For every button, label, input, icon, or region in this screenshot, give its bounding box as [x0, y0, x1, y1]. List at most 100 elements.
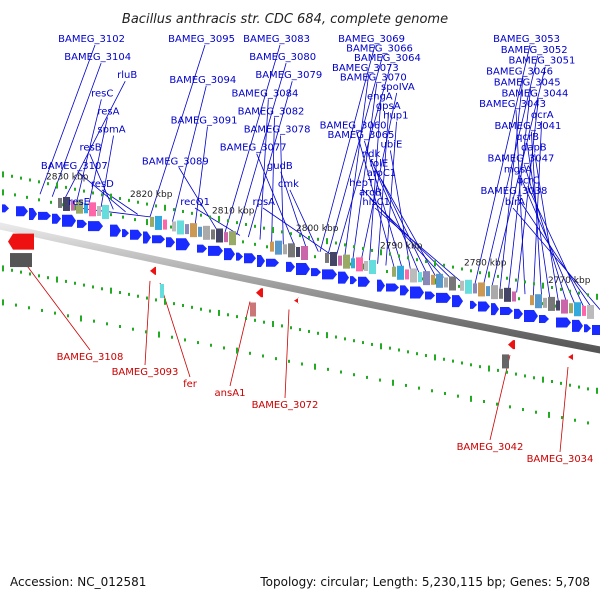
forward-leader-line: [523, 164, 568, 303]
gene-block: [150, 216, 154, 227]
forward-leader-line: [385, 121, 397, 266]
tick-mark: [236, 221, 238, 225]
tick-mark: [155, 298, 157, 302]
tick-mark: [254, 242, 256, 246]
tick-mark: [173, 208, 175, 212]
tick-mark: [561, 416, 563, 420]
tick-mark: [506, 276, 508, 280]
tick-mark: [290, 326, 292, 330]
tick-mark: [327, 367, 329, 371]
forward-gene-arrow: [143, 231, 151, 244]
tick-mark: [155, 204, 157, 208]
tick-mark: [496, 402, 498, 406]
tick-mark: [272, 321, 274, 328]
tick-mark: [263, 226, 265, 230]
forward-gene-label: BAMEG_3091: [171, 116, 238, 127]
tick-mark: [128, 292, 130, 296]
tick-mark: [380, 343, 382, 350]
tick-mark: [587, 421, 589, 425]
forward-gene-label: hisC1: [362, 197, 390, 208]
forward-leader-line: [224, 44, 281, 233]
forward-leader-line: [336, 64, 392, 256]
reverse-gene-label: BAMEG_3108: [57, 352, 124, 363]
forward-gene-label: BAMEG_3065: [328, 130, 395, 141]
forward-gene-label: BAMEG_3069: [338, 34, 405, 45]
tick-mark: [263, 320, 265, 324]
tick-mark: [110, 213, 112, 217]
forward-leader-line: [369, 102, 382, 263]
tick-mark: [38, 274, 40, 278]
tick-mark: [182, 303, 184, 307]
tick-mark: [146, 219, 148, 226]
tick-mark: [275, 357, 277, 361]
kbp-tick-label: 2800 kbp: [296, 224, 339, 234]
tick-mark: [290, 232, 292, 236]
forward-gene-arrow: [350, 276, 357, 285]
forward-gene-arrow: [572, 319, 583, 332]
gene-labels: BAMEG_3102 BAMEG_3104 rluB resC resA spmA resB…: [41, 34, 594, 465]
tick-mark: [11, 174, 13, 178]
forward-gene-arrow: [88, 221, 103, 232]
forward-gene-label: qcrB: [516, 132, 539, 143]
tick-mark: [281, 324, 283, 328]
forward-gene-arrow: [38, 211, 51, 220]
tick-mark: [110, 287, 112, 294]
forward-gene-arrow: [311, 268, 321, 277]
forward-leader-line: [491, 66, 546, 288]
forward-gene-label: BAMEG_3046: [486, 67, 553, 78]
gene-block: [405, 269, 409, 280]
forward-gene-arrow: [208, 245, 223, 256]
forward-gene-label: BAMEG_3078: [244, 125, 311, 136]
tick-mark: [518, 297, 520, 301]
tick-mark: [461, 361, 463, 365]
forward-gene-arrow: [224, 248, 235, 261]
tick-mark: [389, 252, 391, 256]
tick-mark: [407, 256, 409, 260]
forward-leader-line: [289, 189, 319, 252]
forward-gene-arrow: [452, 295, 463, 308]
tick-mark: [218, 215, 220, 222]
gene-block: [535, 294, 542, 309]
tick-mark: [386, 270, 388, 274]
gene-block: [155, 215, 162, 230]
tick-mark: [288, 359, 290, 363]
gene-block: [548, 296, 555, 311]
forward-gene-label: BAMEG_3080: [249, 52, 316, 63]
kbp-tick-label: 2830 kbp: [46, 172, 89, 182]
tick-mark: [254, 224, 256, 228]
gene-block: [63, 196, 70, 211]
gene-block: [556, 300, 560, 311]
tick-mark: [29, 272, 31, 276]
gene-block: [203, 225, 210, 240]
tick-mark: [535, 410, 537, 414]
gene-block: [449, 276, 456, 291]
forward-gene-label: BAMEG_3077: [220, 143, 287, 154]
forward-leader-line: [375, 169, 428, 275]
tick-mark: [366, 375, 368, 379]
tick-mark: [146, 202, 148, 206]
tick-mark: [2, 265, 4, 272]
forward-gene-arrow: [491, 303, 499, 316]
kbp-tick-label: 2770 kbp: [548, 276, 591, 286]
forward-leader-line: [39, 44, 96, 195]
tick-mark: [578, 385, 580, 389]
forward-gene-label: BAMEG_3073: [332, 63, 399, 74]
tick-mark: [101, 287, 103, 291]
tick-mark: [416, 352, 418, 356]
tick-mark: [483, 399, 485, 403]
gene-block: [582, 305, 586, 316]
tick-mark: [137, 294, 139, 298]
gene-block: [89, 202, 96, 217]
forward-leader-line: [499, 77, 524, 290]
gene-block: [460, 280, 464, 291]
tick-mark: [380, 249, 382, 256]
gene-block: [410, 268, 417, 283]
gene-block: [288, 243, 295, 258]
tick-mark: [371, 248, 373, 252]
forward-gene-label: resE: [68, 197, 90, 208]
tick-mark: [67, 314, 69, 318]
forward-leader-line: [512, 207, 600, 310]
tick-mark: [434, 354, 436, 361]
tick-mark: [281, 230, 283, 234]
